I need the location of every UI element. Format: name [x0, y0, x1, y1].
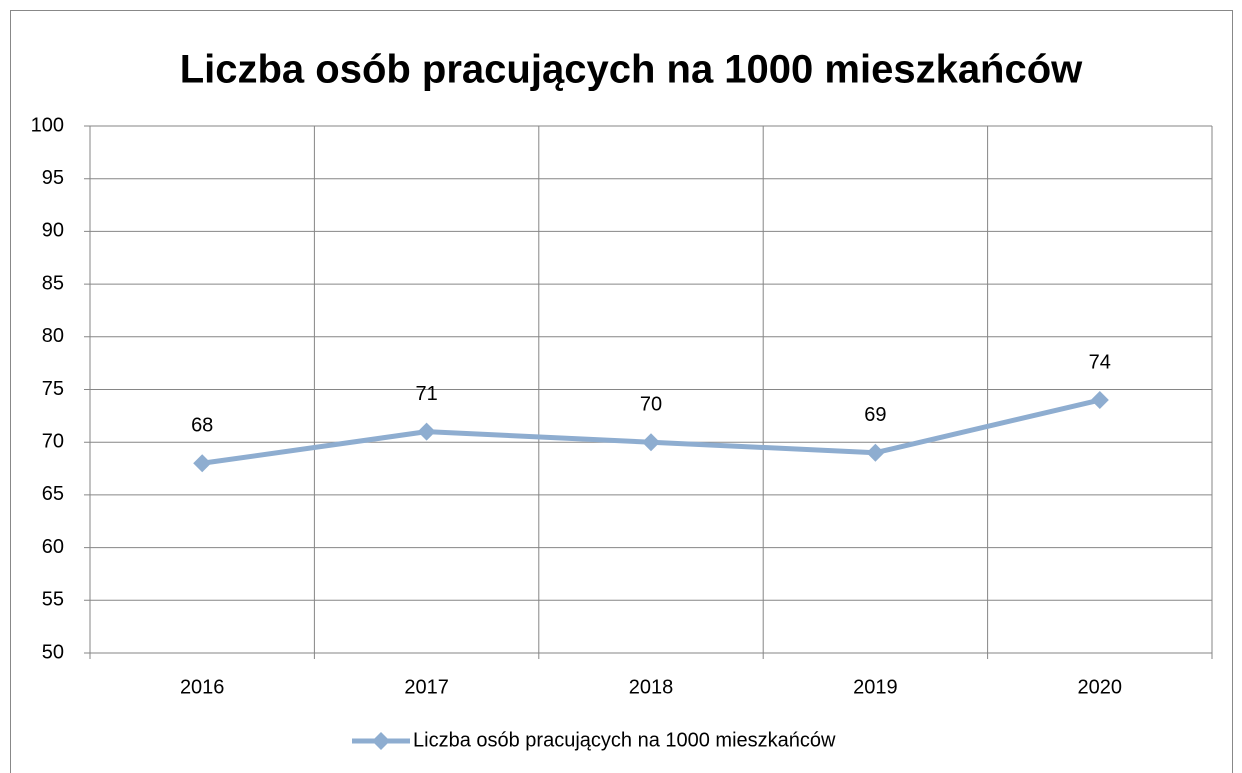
- data-point: [866, 443, 885, 462]
- data-label: 70: [640, 393, 662, 415]
- data-label: 68: [191, 415, 213, 437]
- x-tick-label: 2020: [1078, 676, 1123, 698]
- legend-marker: [372, 732, 390, 750]
- data-point: [1090, 391, 1109, 410]
- data-label: 69: [864, 404, 886, 426]
- data-point: [193, 454, 212, 473]
- x-tick-label: 2018: [629, 676, 674, 698]
- y-tick-label: 60: [42, 536, 64, 558]
- data-label: 71: [415, 383, 437, 405]
- y-tick-label: 95: [42, 167, 64, 189]
- x-tick-label: 2019: [853, 676, 898, 698]
- data-label: 74: [1089, 351, 1111, 373]
- y-tick-label: 80: [42, 325, 64, 347]
- y-tick-label: 65: [42, 483, 64, 505]
- y-tick-label: 70: [42, 430, 64, 452]
- data-point: [417, 422, 436, 441]
- x-tick-label: 2017: [404, 676, 449, 698]
- y-tick-label: 100: [31, 114, 64, 136]
- x-tick-label: 2016: [180, 676, 225, 698]
- y-tick-label: 55: [42, 589, 64, 611]
- y-tick-label: 90: [42, 220, 64, 242]
- chart-border: [10, 10, 1233, 773]
- data-point: [642, 433, 660, 452]
- y-tick-label: 50: [42, 641, 64, 663]
- y-tick-label: 85: [42, 272, 64, 294]
- legend-label: Liczba osób pracujących na 1000 mieszkań…: [413, 729, 836, 751]
- chart-title: Liczba osób pracujących na 1000 mieszkań…: [180, 48, 1083, 92]
- y-tick-label: 75: [42, 378, 64, 400]
